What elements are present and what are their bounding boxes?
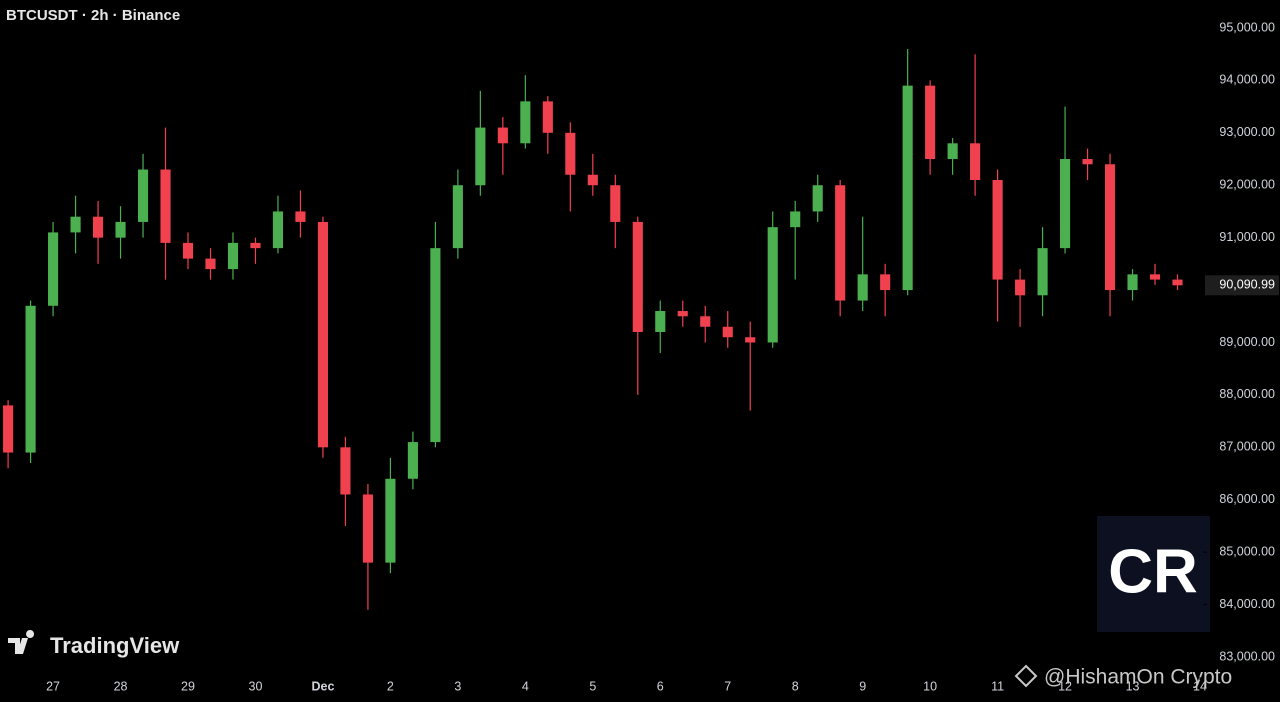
candle-body (722, 326, 733, 338)
candle-body (925, 85, 936, 160)
y-tick-label: 84,000.00 (1219, 597, 1275, 611)
y-tick-label: 87,000.00 (1219, 440, 1275, 454)
candle-body (1127, 274, 1138, 291)
candle-body (1082, 159, 1093, 165)
x-tick-label: 13 (1126, 679, 1140, 693)
y-tick-label: 94,000.00 (1219, 73, 1275, 87)
candle-body (48, 232, 59, 306)
logo-text: CR (1108, 537, 1198, 606)
x-tick-label: 3 (454, 679, 461, 693)
tradingview-watermark: TradingView (8, 630, 180, 658)
candle-body (385, 478, 396, 563)
candle-body (767, 227, 778, 343)
candle-body (362, 494, 373, 563)
candle-body (587, 174, 598, 186)
candle-body (947, 143, 958, 160)
x-tick-label: 11 (991, 679, 1004, 693)
y-tick-label: 93,000.00 (1219, 125, 1275, 139)
watermark-text: TradingView (50, 633, 180, 658)
candle-body (655, 311, 666, 332)
x-tick-label: 9 (859, 679, 866, 693)
candle-body (542, 101, 553, 133)
candle-body (497, 127, 508, 144)
x-tick-label: 2 (387, 679, 394, 693)
x-tick-label: 14 (1193, 679, 1207, 693)
candle-body (1060, 159, 1071, 249)
x-tick-label: 12 (1058, 679, 1072, 693)
candle-body (160, 169, 171, 243)
candle-body (205, 258, 216, 270)
y-tick-label: 85,000.00 (1219, 544, 1275, 558)
candle-body (835, 185, 846, 301)
x-tick-label: 4 (522, 679, 529, 693)
last-price-label: 90,090.99 (1219, 278, 1275, 292)
candle-body (3, 405, 14, 453)
candle-body (520, 101, 531, 144)
candle-body (677, 311, 688, 317)
y-tick-label: 83,000.00 (1219, 649, 1275, 663)
y-tick-label: 95,000.00 (1219, 20, 1275, 34)
candle-body (745, 337, 756, 343)
candle-body (632, 221, 643, 332)
x-tick-label: 6 (657, 679, 664, 693)
credit: @HishamOn Crypto (1044, 666, 1232, 689)
candle-body (610, 185, 621, 222)
credit-icon (1014, 664, 1038, 688)
candle-body (70, 216, 81, 233)
y-tick-label: 86,000.00 (1219, 492, 1275, 506)
y-tick-label: 92,000.00 (1219, 178, 1275, 192)
x-tick-label: 10 (923, 679, 937, 693)
candle-body (565, 132, 576, 175)
y-tick-label: 91,000.00 (1219, 230, 1275, 244)
x-tick-label: 7 (724, 679, 731, 693)
candle-body (317, 221, 328, 448)
logo-box (1097, 516, 1210, 632)
x-tick-label: Dec (311, 679, 334, 693)
candle-body (340, 447, 351, 495)
candle-body (812, 185, 823, 212)
candle-body (407, 442, 418, 479)
candle-body (92, 216, 104, 238)
candle-body (902, 85, 913, 291)
candle-body (790, 211, 801, 228)
candle-body (970, 143, 981, 180)
candle-body (1104, 164, 1116, 291)
y-tick-label: 89,000.00 (1219, 335, 1275, 349)
logo: CR (1097, 516, 1210, 632)
candle-body (700, 316, 711, 327)
candle-body (430, 248, 441, 443)
candle-body (272, 211, 284, 249)
candle-body (992, 179, 1003, 280)
x-tick-label: 5 (589, 679, 596, 693)
candle-body (182, 242, 194, 259)
last-price-box (1205, 275, 1279, 296)
candle-body (227, 242, 239, 270)
x-tick-label: 30 (249, 679, 263, 693)
candle-body (1172, 279, 1183, 286)
x-tick-label: 28 (114, 679, 128, 693)
candle-body (475, 127, 486, 186)
candle-body (452, 185, 463, 249)
candle-body (115, 221, 126, 238)
tv-icon (8, 630, 35, 654)
candle-body (1149, 274, 1161, 280)
y-tick-label: 88,000.00 (1219, 387, 1275, 401)
x-tick-label: 8 (792, 679, 799, 693)
x-tick-label: 27 (46, 679, 60, 693)
candle-body (25, 305, 36, 453)
candle-body (137, 169, 149, 222)
chart-title: BTCUSDT · 2h · Binance (6, 7, 180, 24)
x-tick-label: 29 (181, 679, 195, 693)
candle-body (880, 274, 891, 291)
candle-body (1015, 279, 1026, 296)
candle-body (857, 274, 868, 301)
candle-body (295, 211, 306, 222)
candle-body (1037, 248, 1048, 296)
candle-body (250, 242, 261, 249)
